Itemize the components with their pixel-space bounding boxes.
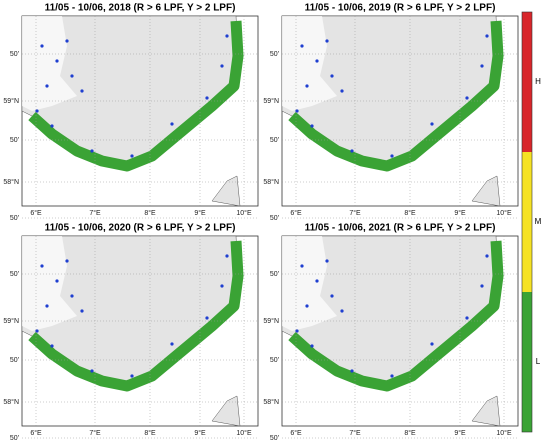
lon-label: 10°E (236, 209, 252, 217)
lon-label: 9°E (454, 429, 466, 437)
lat-label: 50' (270, 51, 279, 58)
colorbar-segment (522, 292, 532, 432)
map-panel: 6°E 7°E 8°E 9°E 10°E 50' 59°N 50' 58°N 50' (263, 16, 519, 222)
lat-label: 58°N (263, 398, 279, 406)
map-panel: 6°E 7°E 8°E 9°E 10°E 50' 59°N 50' 58°N 50' (3, 16, 259, 222)
lat-label: 59°N (3, 97, 19, 105)
lat-label: 50' (10, 51, 19, 58)
colorbar-label: L (536, 357, 541, 366)
lat-label: 58°N (263, 178, 279, 186)
lon-label: 10°E (496, 209, 512, 217)
lat-label: 59°N (263, 97, 279, 105)
lat-label: 50' (270, 435, 279, 442)
lat-label: 58°N (3, 398, 19, 406)
lon-label: 7°E (89, 429, 101, 437)
lon-label: 9°E (194, 429, 206, 437)
lon-label: 6°E (290, 429, 302, 437)
lat-label: 50' (270, 357, 279, 364)
lon-label: 10°E (236, 429, 252, 437)
lat-label: 50' (10, 357, 19, 364)
lon-label: 9°E (454, 209, 466, 217)
panel-title: 11/05 - 10/06, 2018 (R > 6 LPF, Y > 2 LP… (45, 3, 236, 14)
lon-label: 8°E (144, 429, 156, 437)
lat-label: 50' (10, 215, 19, 222)
lon-label: 6°E (30, 429, 42, 437)
lon-label: 7°E (349, 429, 361, 437)
lon-label: 6°E (30, 209, 42, 217)
panel-title: 11/05 - 10/06, 2021 (R > 6 LPF, Y > 2 LP… (305, 223, 496, 234)
lon-label: 9°E (194, 209, 206, 217)
map-panel: 6°E 7°E 8°E 9°E 10°E 50' 59°N 50' 58°N 50' (263, 236, 519, 442)
lat-label: 50' (270, 215, 279, 222)
lat-label: 58°N (3, 178, 19, 186)
panel-title: 11/05 - 10/06, 2020 (R > 6 LPF, Y > 2 LP… (45, 223, 236, 234)
lon-label: 10°E (496, 429, 512, 437)
lat-label: 59°N (263, 317, 279, 325)
colorbar-label: M (535, 217, 542, 226)
lat-label: 59°N (3, 317, 19, 325)
lat-label: 50' (10, 435, 19, 442)
colorbar-label: H (535, 77, 541, 86)
lon-label: 8°E (404, 429, 416, 437)
panel-title: 11/05 - 10/06, 2019 (R > 6 LPF, Y > 2 LP… (305, 3, 496, 14)
lon-label: 7°E (349, 209, 361, 217)
lat-label: 50' (10, 271, 19, 278)
lat-label: 50' (270, 271, 279, 278)
lon-label: 6°E (290, 209, 302, 217)
colorbar-frame (521, 11, 533, 433)
lon-label: 7°E (89, 209, 101, 217)
colorbar-segment (522, 152, 532, 292)
lat-label: 50' (270, 137, 279, 144)
lat-label: 50' (10, 137, 19, 144)
colorbar-segment (522, 12, 532, 152)
lon-label: 8°E (404, 209, 416, 217)
lon-label: 8°E (144, 209, 156, 217)
map-panel: 6°E 7°E 8°E 9°E 10°E 50' 59°N 50' 58°N 50' (3, 236, 259, 442)
